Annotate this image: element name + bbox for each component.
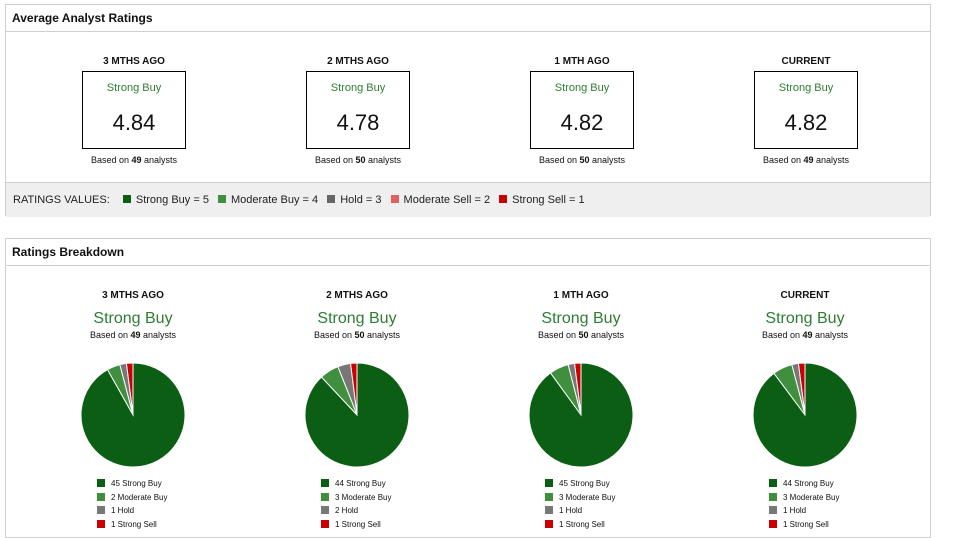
legend-item: 1 Hold xyxy=(769,504,889,518)
legend-swatch-icon xyxy=(769,479,777,487)
legend-swatch-icon xyxy=(321,506,329,515)
legend-item: 45 Strong Buy xyxy=(97,477,217,491)
based-on-text: Based on 49 analysts xyxy=(761,330,849,340)
avg-col-3-months-ago: 3 MTHS AGO Strong Buy 4.84 Based on 49 a… xyxy=(44,56,224,165)
breakdown-col-3-months-ago: 3 MTHS AGO Strong Buy Based on 49 analysts… xyxy=(43,290,223,529)
legend-item: 3 Moderate Buy xyxy=(545,491,665,505)
period-title: 2 MTHS AGO xyxy=(326,290,388,301)
based-on-text: Based on 49 analysts xyxy=(90,155,178,165)
rating-value: 4.82 xyxy=(560,110,604,135)
pie-slice-strong-buy xyxy=(529,363,633,467)
rating-value-strong-sell: Strong Sell = 1 xyxy=(499,194,585,206)
rating-value: 4.78 xyxy=(336,110,380,135)
legend-item: 3 Moderate Buy xyxy=(769,491,889,505)
rating-value-hold: Hold = 3 xyxy=(327,194,381,206)
rating-box: Strong Buy 4.84 xyxy=(82,71,186,149)
legend-swatch-icon xyxy=(321,492,329,501)
legend-item: 1 Hold xyxy=(97,504,217,518)
based-on-text: Based on 49 analysts xyxy=(762,155,850,165)
rating-label: Strong Buy xyxy=(778,82,834,94)
period-title: 1 MTH AGO xyxy=(554,56,610,67)
period-title: 1 MTH AGO xyxy=(553,290,609,301)
legend-swatch-icon xyxy=(97,479,105,487)
swatch-icon xyxy=(499,195,508,203)
rating-value-moderate-buy: Moderate Buy = 4 xyxy=(218,194,318,206)
ratings-values-label: RATINGS VALUES: xyxy=(13,194,110,206)
avg-col-1-month-ago: 1 MTH AGO Strong Buy 4.82 Based on 50 an… xyxy=(492,56,672,165)
consensus-rating: Strong Buy xyxy=(93,310,173,327)
rating-value-moderate-sell: Moderate Sell = 2 xyxy=(390,194,490,206)
average-ratings-panel: Average Analyst Ratings 3 MTHS AGO Stron… xyxy=(5,4,931,217)
ratings-pie-chart xyxy=(753,363,857,467)
pie-legend: 44 Strong Buy 3 Moderate Buy 1 Hold 1 Stron… xyxy=(769,477,889,531)
pie-legend: 45 Strong Buy 3 Moderate Buy 1 Hold 1 Stron… xyxy=(545,477,665,531)
legend-swatch-icon xyxy=(97,492,105,501)
legend-swatch-icon xyxy=(97,506,105,515)
legend-swatch-icon xyxy=(769,506,777,515)
pie-slice-strong-buy xyxy=(81,363,185,467)
period-title: 2 MTHS AGO xyxy=(327,56,389,67)
based-on-text: Based on 49 analysts xyxy=(89,330,177,340)
legend-swatch-icon xyxy=(97,519,105,528)
based-on-text: Based on 50 analysts xyxy=(314,155,402,165)
swatch-icon xyxy=(122,195,131,203)
consensus-rating: Strong Buy xyxy=(541,310,621,327)
period-title: 3 MTHS AGO xyxy=(102,290,164,301)
rating-value-strong-buy: Strong Buy = 5 xyxy=(122,194,209,206)
pie-slice-strong-buy xyxy=(305,363,409,467)
rating-label: Strong Buy xyxy=(106,82,162,94)
legend-swatch-icon xyxy=(545,519,553,528)
swatch-icon xyxy=(390,195,399,203)
swatch-icon xyxy=(218,195,226,203)
average-ratings-title: Average Analyst Ratings xyxy=(6,5,930,32)
pie-legend: 44 Strong Buy 3 Moderate Buy 2 Hold 1 Stron… xyxy=(321,477,441,531)
period-title: CURRENT xyxy=(780,290,830,301)
legend-item: 45 Strong Buy xyxy=(545,477,665,491)
breakdown-col-current: CURRENT Strong Buy Based on 49 analysts 44 … xyxy=(715,290,895,529)
legend-item: 2 Moderate Buy xyxy=(97,491,217,505)
consensus-rating: Strong Buy xyxy=(765,310,845,327)
avg-col-current: CURRENT Strong Buy 4.82 Based on 49 anal… xyxy=(716,56,896,165)
ratings-pie-chart xyxy=(529,363,633,467)
legend-item: 1 Hold xyxy=(545,504,665,518)
ratings-pie-chart xyxy=(305,363,409,467)
legend-swatch-icon xyxy=(545,479,553,487)
swatch-icon xyxy=(327,195,336,203)
legend-item: 44 Strong Buy xyxy=(321,477,441,491)
legend-swatch-icon xyxy=(545,506,553,515)
rating-label: Strong Buy xyxy=(554,82,610,94)
legend-swatch-icon xyxy=(321,479,329,487)
ratings-values-bar: RATINGS VALUES: Strong Buy = 5 Moderate … xyxy=(6,182,930,217)
rating-value: 4.82 xyxy=(784,110,828,135)
period-title: 3 MTHS AGO xyxy=(103,56,165,67)
based-on-text: Based on 50 analysts xyxy=(538,155,626,165)
avg-col-2-months-ago: 2 MTHS AGO Strong Buy 4.78 Based on 50 a… xyxy=(268,56,448,165)
legend-item: 2 Hold xyxy=(321,504,441,518)
breakdown-col-2-months-ago: 2 MTHS AGO Strong Buy Based on 50 analysts… xyxy=(267,290,447,529)
rating-box: Strong Buy 4.82 xyxy=(754,71,858,149)
legend-item: 3 Moderate Buy xyxy=(321,491,441,505)
legend-item: 1 Strong Sell xyxy=(321,518,441,532)
legend-swatch-icon xyxy=(321,519,329,528)
based-on-text: Based on 50 analysts xyxy=(313,330,401,340)
rating-label: Strong Buy xyxy=(330,82,386,94)
legend-item: 1 Strong Sell xyxy=(97,518,217,532)
legend-swatch-icon xyxy=(545,492,553,501)
rating-box: Strong Buy 4.78 xyxy=(306,71,410,149)
legend-swatch-icon xyxy=(769,519,777,528)
period-title: CURRENT xyxy=(781,56,831,67)
legend-swatch-icon xyxy=(769,492,777,501)
breakdown-col-1-month-ago: 1 MTH AGO Strong Buy Based on 50 analysts 4… xyxy=(491,290,671,529)
legend-item: 44 Strong Buy xyxy=(769,477,889,491)
legend-item: 1 Strong Sell xyxy=(769,518,889,532)
ratings-breakdown-title: Ratings Breakdown xyxy=(6,239,930,266)
rating-box: Strong Buy 4.82 xyxy=(530,71,634,149)
pie-legend: 45 Strong Buy 2 Moderate Buy 1 Hold 1 Stron… xyxy=(97,477,217,531)
based-on-text: Based on 50 analysts xyxy=(537,330,625,340)
consensus-rating: Strong Buy xyxy=(317,310,397,327)
ratings-pie-chart xyxy=(81,363,185,467)
rating-value: 4.84 xyxy=(112,110,156,135)
pie-slice-strong-buy xyxy=(753,363,857,467)
legend-item: 1 Strong Sell xyxy=(545,518,665,532)
